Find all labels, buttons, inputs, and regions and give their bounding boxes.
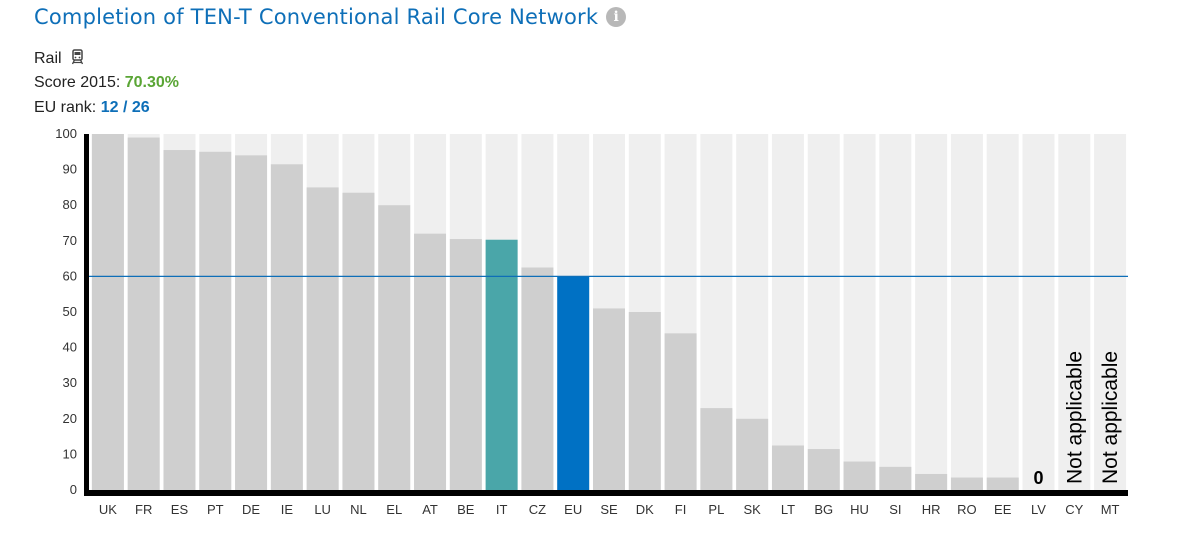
y-tick-label: 50 <box>63 304 77 319</box>
bar-eu[interactable] <box>557 276 590 490</box>
y-tick-label: 0 <box>70 482 77 497</box>
score-row: Score 2015: 70.30% <box>34 74 179 92</box>
y-tick-label: 90 <box>63 162 77 177</box>
bar-fi[interactable] <box>664 333 697 490</box>
bar-de[interactable] <box>235 155 268 491</box>
bar-pt[interactable] <box>199 151 232 491</box>
y-tick-label: 80 <box>63 197 77 212</box>
mode-row: Rail <box>34 49 84 70</box>
x-axis-line <box>84 490 1128 496</box>
x-tick-label: LU <box>314 502 331 517</box>
y-tick-label: 100 <box>55 126 77 141</box>
x-tick-label: IT <box>496 502 508 517</box>
rank-value: 12 / 26 <box>100 99 150 116</box>
bar-dk[interactable] <box>628 312 661 490</box>
rank-row: EU rank: 12 / 26 <box>34 99 150 117</box>
data-label-mt: Not applicable <box>1099 351 1122 484</box>
train-icon <box>71 49 84 70</box>
y-tick-label: 10 <box>63 446 77 461</box>
bar-track-bg <box>807 134 840 490</box>
bar-track-hr <box>915 134 948 490</box>
data-label-lv: 0 <box>1034 468 1044 488</box>
bar-track-hu <box>843 134 876 490</box>
bar-fr[interactable] <box>127 137 160 490</box>
x-tick-label: DE <box>242 502 260 517</box>
bar-es[interactable] <box>163 150 196 490</box>
bar-lt[interactable] <box>771 445 804 491</box>
x-tick-label: LT <box>781 502 795 517</box>
bar-lu[interactable] <box>306 187 339 490</box>
x-tick-label: LV <box>1031 502 1046 517</box>
bar-se[interactable] <box>593 308 625 490</box>
y-tick-label: 60 <box>63 268 77 283</box>
bar-ee[interactable] <box>986 477 1019 490</box>
bar-track-lt <box>771 134 804 490</box>
bar-nl[interactable] <box>342 192 375 491</box>
x-tick-label: FI <box>675 502 687 517</box>
x-tick-label: EE <box>994 502 1012 517</box>
chart-title-text: Completion of TEN-T Conventional Rail Co… <box>34 5 599 29</box>
x-tick-label: IE <box>281 502 294 517</box>
score-value: 70.30% <box>124 74 179 91</box>
bar-cz[interactable] <box>521 267 554 491</box>
bar-track-si <box>879 134 912 490</box>
y-tick-label: 40 <box>63 340 77 355</box>
x-tick-label: BE <box>457 502 475 517</box>
x-tick-label: EL <box>386 502 402 517</box>
bar-hr[interactable] <box>915 473 948 490</box>
bar-be[interactable] <box>449 239 482 490</box>
x-tick-label: AT <box>422 502 438 517</box>
x-tick-label: BG <box>814 502 833 517</box>
x-tick-label: FR <box>135 502 152 517</box>
bar-at[interactable] <box>414 233 447 490</box>
bar-hu[interactable] <box>843 461 876 490</box>
x-tick-label: PL <box>708 502 724 517</box>
x-tick-label: PT <box>207 502 224 517</box>
bar-track-lv <box>1022 134 1055 490</box>
bar-pl[interactable] <box>700 408 733 490</box>
mode-label: Rail <box>34 50 62 67</box>
y-tick-label: 20 <box>63 411 77 426</box>
x-tick-label: DK <box>636 502 654 517</box>
x-tick-label: ES <box>171 502 189 517</box>
chart-title: Completion of TEN-T Conventional Rail Co… <box>34 5 627 29</box>
score-label: Score 2015: <box>34 74 121 91</box>
data-label-cy: Not applicable <box>1063 351 1086 484</box>
x-tick-label: UK <box>99 502 117 517</box>
bar-track-mt <box>1094 134 1127 490</box>
bar-bg[interactable] <box>807 449 840 490</box>
x-tick-label: HU <box>850 502 869 517</box>
rank-label: EU rank: <box>34 99 97 116</box>
bar-track-ee <box>986 134 1019 490</box>
bar-si[interactable] <box>879 466 912 490</box>
y-tick-label: 30 <box>63 375 77 390</box>
x-tick-label: CZ <box>529 502 546 517</box>
bar-track-cy <box>1058 134 1091 490</box>
bar-ro[interactable] <box>950 477 983 490</box>
x-tick-label: SK <box>744 502 762 517</box>
x-tick-label: NL <box>350 502 367 517</box>
x-tick-label: MT <box>1101 502 1120 517</box>
bar-track-ro <box>950 134 983 490</box>
info-icon[interactable]: i <box>606 7 627 27</box>
y-axis-line <box>84 134 89 496</box>
x-tick-label: EU <box>564 502 582 517</box>
x-tick-label: HR <box>922 502 941 517</box>
y-tick-label: 70 <box>63 233 77 248</box>
bar-el[interactable] <box>378 205 411 490</box>
bar-it[interactable] <box>485 239 518 490</box>
x-tick-label: CY <box>1065 502 1083 517</box>
x-tick-label: RO <box>957 502 977 517</box>
x-tick-label: SE <box>600 502 618 517</box>
bar-uk[interactable] <box>91 134 124 490</box>
x-tick-label: SI <box>889 502 901 517</box>
bar-sk[interactable] <box>736 418 769 490</box>
bar-ie[interactable] <box>270 164 303 490</box>
